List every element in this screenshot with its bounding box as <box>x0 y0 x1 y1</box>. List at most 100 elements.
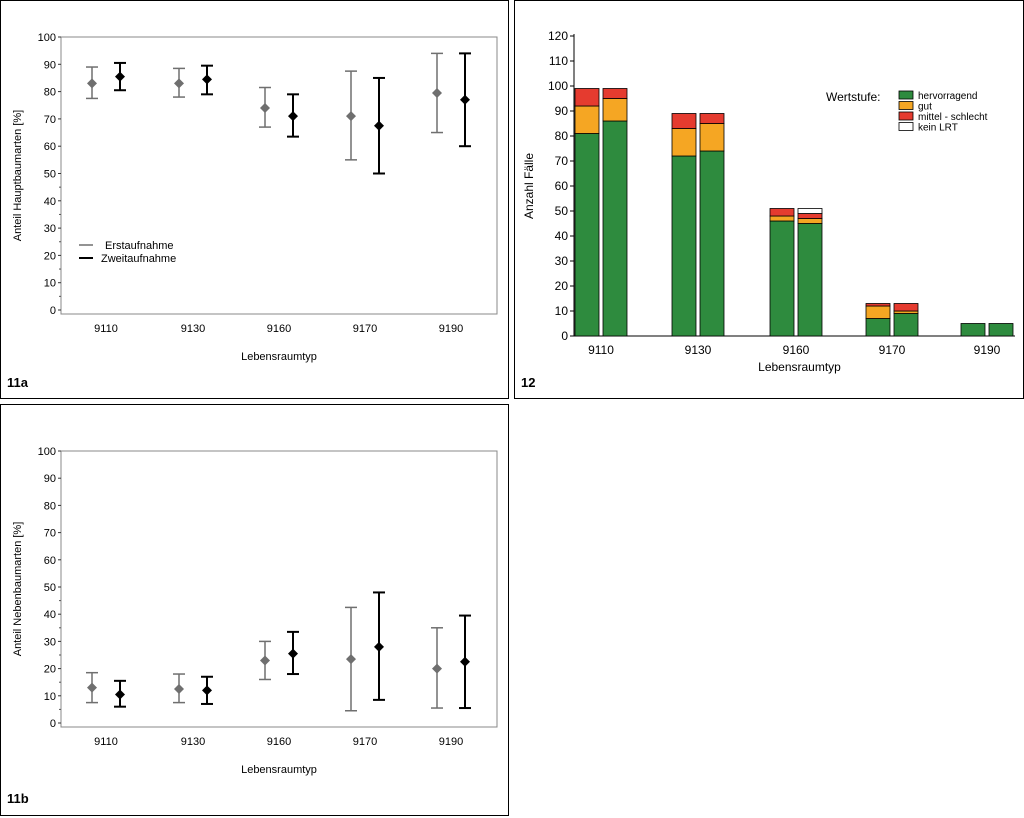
legend-label: kein LRT <box>918 123 958 134</box>
bar-segment <box>602 98 628 122</box>
data-point <box>346 111 356 122</box>
data-point <box>346 654 356 665</box>
bar-segment <box>699 113 725 124</box>
x-tick-label: 9110 <box>94 736 118 748</box>
y-tick-label: 0 <box>50 718 56 730</box>
y-tick-label: 60 <box>44 141 56 153</box>
data-point <box>288 648 298 659</box>
legend-label: Erstaufnahme <box>105 240 173 252</box>
y-tick-label: 40 <box>44 196 56 208</box>
y-tick-label: 70 <box>44 528 56 540</box>
y-tick-label: 80 <box>555 129 569 143</box>
y-tick-label: 10 <box>555 304 569 318</box>
chart-11a: 0 10 20 30 40 50 60 70 80 90 100 9110 9130 9160 9170 91… <box>12 32 498 363</box>
plot-frame <box>60 450 498 728</box>
x-tick-label: 9130 <box>181 736 205 748</box>
y-tick-label: 90 <box>44 59 56 71</box>
panel-11a: 0 10 20 30 40 50 60 70 80 90 100 9110 9130 9160 9170 91… <box>0 0 509 399</box>
data-point <box>260 102 270 113</box>
bar-segment <box>769 220 795 337</box>
y-tick-label: 90 <box>555 104 569 118</box>
y-axis-label: Anteil Nebenbaumarten [%] <box>12 522 24 657</box>
legend-label: Zweitaufnahme <box>101 253 176 265</box>
bar-segment <box>574 88 600 107</box>
bar-segment <box>699 150 725 337</box>
y-tick-label: 70 <box>44 114 56 126</box>
y-tick-label: 50 <box>44 582 56 594</box>
y-tick-label: 0 <box>50 305 56 317</box>
x-axis-label: Lebensraumtyp <box>241 351 317 363</box>
x-tick-label: 9170 <box>353 323 377 335</box>
legend-label: gut <box>918 102 932 113</box>
y-tick-label: 0 <box>561 329 568 343</box>
data-point <box>432 87 442 98</box>
data-point <box>202 74 212 85</box>
y-tick-label: 40 <box>44 609 56 621</box>
bar-segment <box>797 218 823 224</box>
legend-swatch <box>898 101 914 110</box>
data-point <box>202 685 212 696</box>
x-tick-label: 9190 <box>974 343 1001 357</box>
data-point <box>174 78 184 89</box>
data-point <box>460 94 470 105</box>
legend-swatch <box>898 122 914 131</box>
data-point <box>432 663 442 674</box>
x-tick-label: 9190 <box>439 736 463 748</box>
data-point <box>374 641 384 652</box>
y-tick-label: 70 <box>555 154 569 168</box>
plot-frame <box>60 36 498 315</box>
x-tick-label: 9160 <box>267 736 291 748</box>
x-axis-label: Lebensraumtyp <box>758 360 841 374</box>
y-tick-label: 20 <box>555 279 569 293</box>
bar-segment <box>574 105 600 134</box>
x-tick-label: 9160 <box>783 343 810 357</box>
data-point <box>87 78 97 89</box>
bar-segment <box>671 155 697 337</box>
bar-segment <box>699 123 725 152</box>
panel-11b: 0 10 20 30 40 50 60 70 80 90 100 9110 9130 9160 9170 91… <box>0 404 509 816</box>
data-point <box>260 655 270 666</box>
data-point <box>374 120 384 131</box>
x-tick-label: 9110 <box>588 343 614 357</box>
bar-segment <box>797 223 823 337</box>
data-point <box>115 689 125 700</box>
y-tick-label: 100 <box>38 32 56 44</box>
panel-label-12: 12 <box>521 375 536 390</box>
y-axis-label: Anteil Hauptbaumarten [%] <box>12 110 24 241</box>
panel-label-11a: 11a <box>7 375 28 390</box>
x-tick-label: 9130 <box>685 343 712 357</box>
y-tick-label: 80 <box>44 500 56 512</box>
chart-11b: 0 10 20 30 40 50 60 70 80 90 100 9110 9130 9160 9170 91… <box>12 446 498 776</box>
data-point <box>115 71 125 82</box>
y-tick-label: 30 <box>555 254 569 268</box>
data-point <box>460 656 470 667</box>
chart-12: 0 10 20 30 40 50 60 70 80 90 100 110 120 Anzahl Fälle… <box>522 29 1015 374</box>
bar-segment <box>988 323 1014 337</box>
bar-segment <box>865 318 891 337</box>
data-point <box>87 682 97 693</box>
y-tick-label: 30 <box>44 223 56 235</box>
legend-label: hervorragend <box>918 91 977 102</box>
bar-segment <box>797 213 823 219</box>
y-tick-label: 20 <box>44 664 56 676</box>
x-tick-label: 9110 <box>94 323 118 335</box>
y-tick-label: 40 <box>555 229 569 243</box>
y-tick-label: 10 <box>44 691 56 703</box>
y-tick-label: 20 <box>44 250 56 262</box>
bar-segment <box>671 113 697 129</box>
y-tick-label: 120 <box>548 29 568 43</box>
y-tick-label: 10 <box>44 278 56 290</box>
x-tick-label: 9170 <box>353 736 377 748</box>
y-tick-label: 60 <box>44 555 56 567</box>
legend-swatch <box>898 90 914 100</box>
bar-segment <box>893 313 919 337</box>
bar-segment <box>574 133 600 337</box>
bar-segment <box>865 303 891 307</box>
panel-label-11b: 11b <box>7 791 29 806</box>
data-point <box>288 111 298 122</box>
x-tick-label: 9160 <box>267 323 291 335</box>
bar-segment <box>893 303 919 312</box>
bar-segment <box>960 323 986 337</box>
x-tick-label: 9170 <box>879 343 906 357</box>
y-tick-label: 110 <box>549 54 568 68</box>
